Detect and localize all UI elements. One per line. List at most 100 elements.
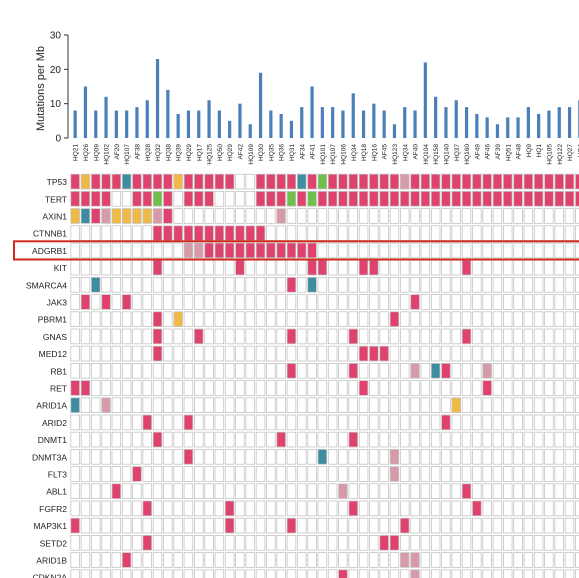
mutation-cell <box>193 173 204 190</box>
mutation-cell <box>523 242 534 259</box>
mutation-cell <box>91 431 101 448</box>
mutation-cell <box>70 569 80 578</box>
mutation-cell <box>266 225 276 242</box>
mutation-cell <box>410 483 420 499</box>
mutation-cell <box>317 362 328 379</box>
mutation-cell <box>399 190 410 207</box>
mutation-cell <box>317 483 328 499</box>
mutation-cell <box>235 535 245 551</box>
mutation-cell <box>296 276 307 293</box>
mutation-cell <box>255 190 266 207</box>
mutation-cell <box>296 448 307 465</box>
mutation-cell <box>111 517 122 534</box>
mutation-cell <box>255 466 266 482</box>
mutation-cell <box>204 225 214 242</box>
gene-label: DNMT3A <box>32 452 67 462</box>
mutation-cell <box>255 242 266 259</box>
gene-label: GNAS <box>43 332 67 342</box>
mutation-cell <box>70 517 80 534</box>
mutation-cell <box>513 173 523 190</box>
mutation-cell <box>255 294 266 310</box>
mutation-cell <box>266 483 276 499</box>
mutation-cell <box>91 294 101 310</box>
mutation-cell <box>152 380 163 396</box>
mutation-cell <box>461 483 472 499</box>
mutation-cell <box>307 362 317 379</box>
mutation-cell <box>152 208 163 224</box>
mutation-cell <box>317 517 328 534</box>
mutation-cell <box>235 552 245 568</box>
mutation-cell <box>327 500 338 517</box>
mutation-cell <box>224 517 235 534</box>
mutation-cell <box>523 483 534 499</box>
gene-labels: TP53 TERT AXIN1 CTNNB1 ADGRB1 KIT SMARCA4 JAK3 P… <box>26 177 67 578</box>
mutation-cell <box>111 569 122 578</box>
mutation-cell <box>451 190 461 207</box>
mutation-cell <box>420 208 431 224</box>
mutation-cell <box>348 397 358 413</box>
mutation-cell <box>389 431 400 448</box>
mutation-cell <box>554 397 565 413</box>
mutation-cell <box>348 483 358 499</box>
mutation-cell <box>224 448 235 465</box>
mutation-cell <box>193 311 204 327</box>
mutation-cell <box>152 190 163 207</box>
mutation-cell <box>255 276 266 293</box>
mutation-cell <box>379 448 389 465</box>
mutation-cell <box>379 380 389 396</box>
mutation-cell <box>502 380 513 396</box>
mutation-cell <box>286 517 297 534</box>
mutation-cell <box>502 483 513 499</box>
mutation-cell <box>276 569 286 578</box>
mutation-cell <box>70 225 80 242</box>
mutation-cell <box>533 552 544 568</box>
mutation-cell <box>245 380 255 396</box>
mutation-cell <box>420 242 431 259</box>
mutation-cell <box>121 431 132 448</box>
mutation-cell <box>91 242 101 259</box>
mutation-cell <box>173 431 183 448</box>
mutation-cell <box>575 500 579 517</box>
mutation-cell <box>224 483 235 499</box>
mutation-cell <box>544 552 554 568</box>
mutation-cell <box>317 294 328 310</box>
mutation-cell <box>286 552 297 568</box>
mutation-cell <box>523 380 534 396</box>
bar <box>423 62 427 138</box>
mutation-cell <box>111 190 122 207</box>
mutation-cell <box>276 345 286 362</box>
mutation-cell <box>296 328 307 345</box>
mutation-cell <box>482 569 492 578</box>
sample-label: HQ125 <box>207 144 214 165</box>
mutation-cell <box>502 328 513 345</box>
mutation-cell <box>317 311 328 327</box>
mutation-cell <box>142 397 152 413</box>
mutation-cell <box>317 328 328 345</box>
mutation-cell <box>348 190 358 207</box>
mutation-cell <box>235 448 245 465</box>
mutation-cell <box>173 311 183 327</box>
mutation-cell <box>224 500 235 517</box>
mutation-cell <box>111 242 122 259</box>
mutation-cell <box>163 190 173 207</box>
mutation-cell <box>317 466 328 482</box>
mutation-cell <box>420 414 431 431</box>
mutation-cell <box>420 328 431 345</box>
mutation-cell <box>214 173 225 190</box>
bar <box>125 110 129 138</box>
mutation-cell <box>492 259 503 276</box>
mutation-cell <box>513 294 523 310</box>
gene-label: RET <box>50 384 67 394</box>
mutation-cell <box>544 414 554 431</box>
mutation-cell <box>132 225 142 242</box>
mutation-cell <box>564 448 575 465</box>
mutation-cell <box>389 242 400 259</box>
mutation-cell <box>358 483 369 499</box>
mutation-cell <box>327 466 338 482</box>
mutation-cell <box>513 569 523 578</box>
mutation-cell <box>369 190 379 207</box>
mutation-cell <box>430 259 441 276</box>
mutation-cell <box>575 311 579 327</box>
sample-label: HQ27 <box>567 144 574 161</box>
mutation-cell <box>369 276 379 293</box>
